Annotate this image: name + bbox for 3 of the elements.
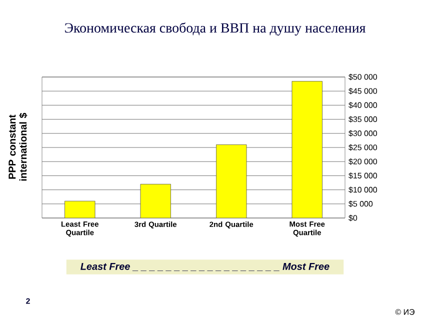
y-axis-title: PPP constant international $ <box>8 112 28 181</box>
text: Least Free _ _ _ _ _ _ _ _ _ _ _ _ _ _ _ _ _ _ Most Free <box>80 262 330 272</box>
chart-title: Экономическая свобода и ВВП на душу населения <box>65 22 366 36</box>
